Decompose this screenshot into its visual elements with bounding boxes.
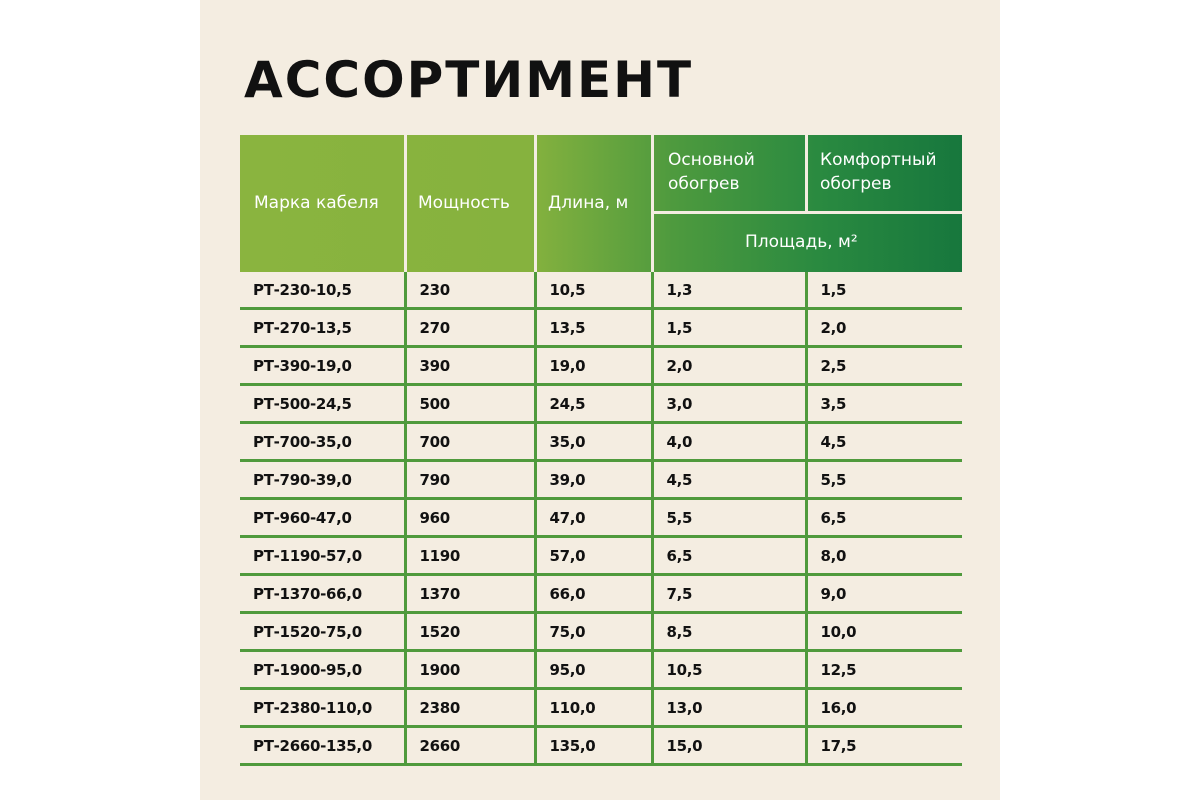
cell-brand: РТ-2660-135,0: [240, 726, 405, 766]
cell-brand: РТ-1520-75,0: [240, 612, 405, 652]
cell-power: 270: [403, 308, 535, 348]
cell-main-area: 5,5: [650, 498, 806, 538]
table-row: РТ-1370-66,0 1370 66,0 7,5 9,0: [240, 574, 962, 614]
header-main-heating: Основной обогрев: [668, 150, 755, 194]
table-row: РТ-700-35,0 700 35,0 4,0 4,5: [240, 422, 962, 462]
cell-main-area: 10,5: [650, 650, 806, 690]
cell-length: 57,0: [533, 536, 652, 576]
cell-main-area: 13,0: [650, 688, 806, 728]
cell-power: 2660: [403, 726, 535, 766]
table-row: РТ-230-10,5 230 10,5 1,3 1,5: [240, 272, 962, 310]
cell-brand: РТ-270-13,5: [240, 308, 405, 348]
cell-main-area: 3,0: [650, 384, 806, 424]
cell-main-area: 4,0: [650, 422, 806, 462]
cell-power: 790: [403, 460, 535, 500]
cell-power: 700: [403, 422, 535, 462]
cell-length: 35,0: [533, 422, 652, 462]
cell-comfort-area: 2,0: [804, 308, 962, 348]
cell-comfort-area: 3,5: [804, 384, 962, 424]
header-comfort-heating: Комфортный обогрев: [820, 150, 937, 194]
cell-brand: РТ-500-24,5: [240, 384, 405, 424]
cell-length: 135,0: [533, 726, 652, 766]
cell-comfort-area: 2,5: [804, 346, 962, 386]
cell-main-area: 1,5: [650, 308, 806, 348]
cell-main-area: 15,0: [650, 726, 806, 766]
table-row: РТ-2660-135,0 2660 135,0 15,0 17,5: [240, 726, 962, 766]
table-row: РТ-1900-95,0 1900 95,0 10,5 12,5: [240, 650, 962, 690]
cell-power: 230: [403, 272, 535, 310]
page-title: АССОРТИМЕНТ: [244, 51, 694, 109]
cell-brand: РТ-1190-57,0: [240, 536, 405, 576]
cell-brand: РТ-700-35,0: [240, 422, 405, 462]
cell-comfort-area: 17,5: [804, 726, 962, 766]
table-row: РТ-270-13,5 270 13,5 1,5 2,0: [240, 308, 962, 348]
cell-length: 95,0: [533, 650, 652, 690]
table-row: РТ-790-39,0 790 39,0 4,5 5,5: [240, 460, 962, 500]
header-brand: Марка кабеля: [254, 193, 379, 213]
cell-power: 1190: [403, 536, 535, 576]
header-divider: [404, 135, 407, 272]
cell-power: 500: [403, 384, 535, 424]
cell-brand: РТ-1900-95,0: [240, 650, 405, 690]
table-row: РТ-2380-110,0 2380 110,0 13,0 16,0: [240, 688, 962, 728]
cell-length: 24,5: [533, 384, 652, 424]
cell-power: 1520: [403, 612, 535, 652]
cell-comfort-area: 16,0: [804, 688, 962, 728]
cell-length: 39,0: [533, 460, 652, 500]
header-area: Площадь, м²: [745, 232, 858, 252]
cell-comfort-area: 4,5: [804, 422, 962, 462]
cell-comfort-area: 10,0: [804, 612, 962, 652]
cell-length: 47,0: [533, 498, 652, 538]
cell-main-area: 2,0: [650, 346, 806, 386]
cell-comfort-area: 1,5: [804, 272, 962, 310]
cell-main-area: 8,5: [650, 612, 806, 652]
table-row: РТ-500-24,5 500 24,5 3,0 3,5: [240, 384, 962, 424]
table-row: РТ-960-47,0 960 47,0 5,5 6,5: [240, 498, 962, 538]
header-divider: [651, 211, 962, 214]
header-length: Длина, м: [548, 193, 629, 213]
header-divider: [534, 135, 537, 272]
cell-length: 13,5: [533, 308, 652, 348]
cell-brand: РТ-960-47,0: [240, 498, 405, 538]
assortment-table: РТ-230-10,5 230 10,5 1,3 1,5 РТ-270-13,5 270 13…: [240, 272, 962, 766]
header-divider: [651, 135, 654, 272]
cell-comfort-area: 6,5: [804, 498, 962, 538]
cell-brand: РТ-230-10,5: [240, 272, 405, 310]
header-power: Мощность: [418, 193, 510, 213]
cell-main-area: 1,3: [650, 272, 806, 310]
cell-length: 110,0: [533, 688, 652, 728]
cell-power: 390: [403, 346, 535, 386]
table-header: Марка кабеля Мощность Длина, м Основной …: [240, 135, 962, 272]
cell-comfort-area: 9,0: [804, 574, 962, 614]
cell-length: 66,0: [533, 574, 652, 614]
cell-comfort-area: 5,5: [804, 460, 962, 500]
cell-length: 10,5: [533, 272, 652, 310]
table-row: РТ-1520-75,0 1520 75,0 8,5 10,0: [240, 612, 962, 652]
cell-comfort-area: 12,5: [804, 650, 962, 690]
cell-comfort-area: 8,0: [804, 536, 962, 576]
cell-main-area: 6,5: [650, 536, 806, 576]
cell-power: 1900: [403, 650, 535, 690]
cell-main-area: 4,5: [650, 460, 806, 500]
cell-main-area: 7,5: [650, 574, 806, 614]
cell-brand: РТ-390-19,0: [240, 346, 405, 386]
header-divider: [805, 135, 808, 213]
cell-brand: РТ-790-39,0: [240, 460, 405, 500]
cell-power: 960: [403, 498, 535, 538]
cell-brand: РТ-2380-110,0: [240, 688, 405, 728]
cell-power: 2380: [403, 688, 535, 728]
table-row: РТ-390-19,0 390 19,0 2,0 2,5: [240, 346, 962, 386]
cell-brand: РТ-1370-66,0: [240, 574, 405, 614]
table-row: РТ-1190-57,0 1190 57,0 6,5 8,0: [240, 536, 962, 576]
cell-length: 75,0: [533, 612, 652, 652]
cell-power: 1370: [403, 574, 535, 614]
cell-length: 19,0: [533, 346, 652, 386]
